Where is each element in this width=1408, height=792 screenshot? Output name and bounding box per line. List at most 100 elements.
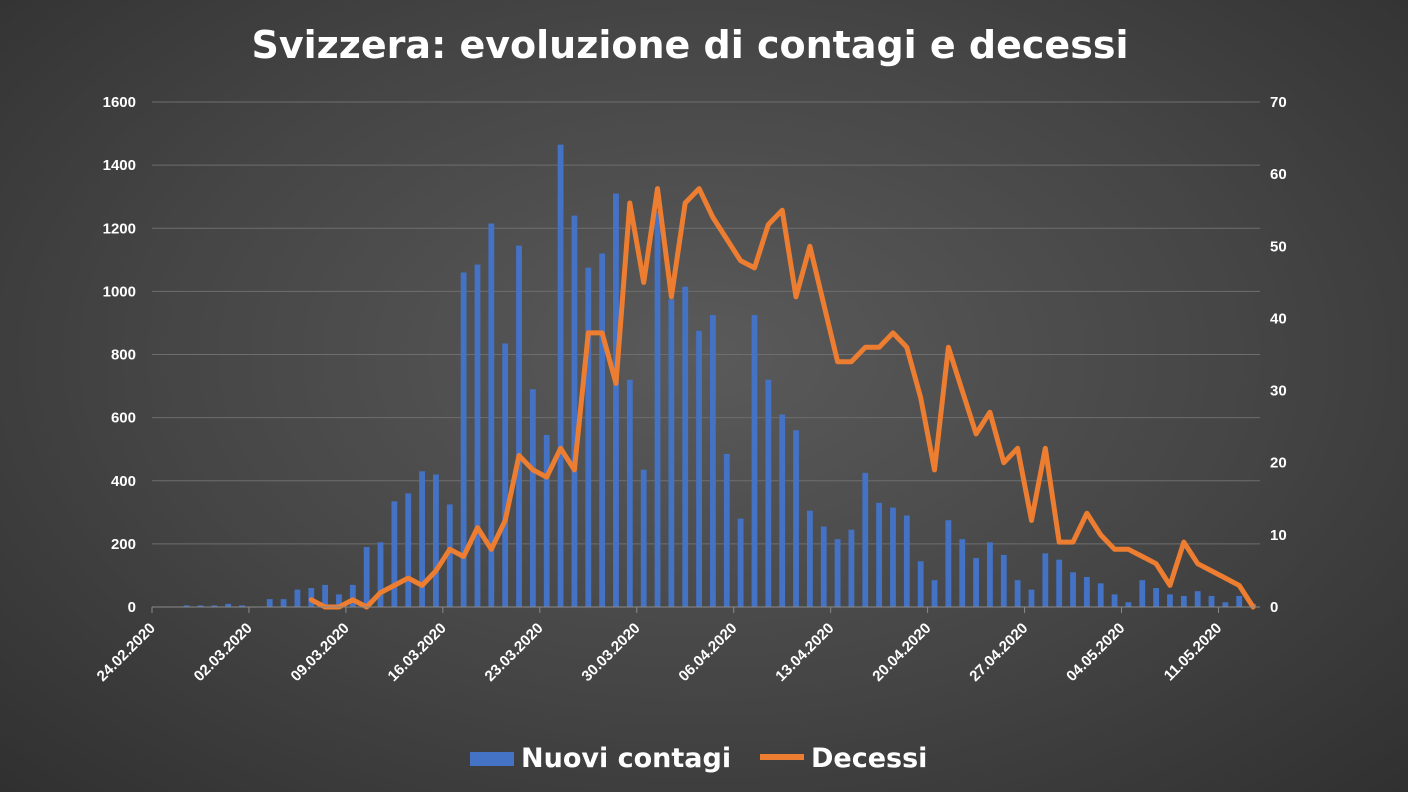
bar (197, 605, 204, 607)
bar (876, 502, 883, 607)
bar (1208, 595, 1215, 607)
legend-swatch-nuovi-contagi (470, 752, 514, 766)
bar (848, 529, 855, 607)
bar (419, 471, 425, 607)
bar (1083, 577, 1090, 607)
bar (751, 315, 758, 607)
bar (1014, 580, 1021, 607)
x-axis: 24.02.2020 02.03.2020 09.03.2020 16.03.2020… (94, 606, 1260, 685)
bar (1000, 554, 1007, 607)
y-right-tick-label: 20 (1270, 455, 1287, 472)
bar (585, 267, 592, 607)
bar (1097, 583, 1104, 607)
bar (1111, 594, 1118, 607)
bar (529, 389, 536, 607)
bar (862, 472, 869, 607)
bar (682, 286, 689, 607)
bar (474, 264, 481, 607)
bar (668, 299, 675, 607)
bar (363, 547, 370, 607)
bar-series-nuovi-contagi (183, 144, 1256, 607)
bar (903, 515, 910, 607)
bar (543, 434, 550, 607)
y-right-tick-label: 40 (1270, 310, 1287, 327)
bar (696, 330, 702, 607)
bar (1028, 589, 1035, 607)
bar (945, 520, 952, 607)
bar (349, 584, 356, 607)
bar (322, 584, 329, 607)
bar (516, 245, 522, 607)
bar (973, 558, 979, 607)
y-left-tick-label: 1600 (103, 94, 136, 111)
bar (710, 315, 716, 607)
bar (654, 210, 661, 607)
bar (433, 474, 439, 607)
bar (1194, 591, 1201, 607)
y-left-tick-label: 1200 (103, 220, 136, 237)
bar (765, 379, 772, 607)
bar (737, 518, 744, 607)
y-left-tick-label: 0 (128, 599, 136, 616)
bar (723, 453, 730, 607)
x-tick-label: 20.04.2020 (869, 620, 934, 685)
bar (502, 343, 509, 607)
bar (391, 501, 398, 607)
y-right-tick-label: 0 (1270, 599, 1278, 616)
y-left-tick-label: 600 (111, 410, 136, 427)
x-tick-label: 11.05.2020 (1161, 620, 1226, 685)
bar (557, 144, 564, 607)
bar (1236, 595, 1243, 607)
bar (613, 193, 619, 607)
bar (890, 507, 896, 607)
y-left-tick-label: 400 (111, 473, 136, 490)
bar (793, 430, 799, 607)
bar (1167, 594, 1173, 607)
bar (1056, 559, 1063, 607)
x-tick-label: 02.03.2020 (191, 620, 256, 685)
x-tick-label: 24.02.2020 (94, 620, 159, 685)
bar (377, 542, 384, 607)
bar (225, 603, 232, 607)
bar (959, 539, 966, 607)
bar (1153, 588, 1160, 607)
bar (987, 542, 993, 607)
bar (1042, 553, 1049, 607)
bar (1125, 602, 1132, 607)
y-right-tick-label: 70 (1270, 94, 1287, 111)
y-axis-right: 0 10 20 30 40 50 60 70 (1270, 94, 1287, 616)
y-right-tick-label: 30 (1270, 383, 1287, 400)
bar (1070, 572, 1076, 607)
bar (640, 469, 647, 607)
bar (626, 379, 633, 607)
bar (211, 605, 218, 607)
bar (599, 253, 606, 607)
y-right-tick-label: 10 (1270, 527, 1287, 544)
y-left-tick-label: 1400 (103, 157, 136, 174)
y-right-tick-label: 50 (1270, 238, 1287, 255)
bar (1139, 580, 1146, 607)
bar (239, 605, 245, 607)
x-tick-label: 09.03.2020 (288, 620, 353, 685)
bar (806, 510, 813, 607)
chart-title: Svizzera: evoluzione di contagi e decess… (252, 23, 1129, 67)
bar (834, 539, 841, 607)
legend: Nuovi contagi Decessi (470, 743, 927, 774)
bar (183, 605, 190, 607)
bar (336, 594, 342, 607)
bar (1222, 602, 1229, 607)
bar (1180, 595, 1187, 607)
y-left-tick-label: 800 (111, 347, 136, 364)
x-tick-label: 06.04.2020 (675, 620, 740, 685)
x-tick-label: 30.03.2020 (578, 620, 643, 685)
x-tick-label: 04.05.2020 (1063, 620, 1128, 685)
x-tick-label: 23.03.2020 (482, 620, 547, 685)
bar (571, 215, 578, 607)
bar (405, 493, 412, 607)
bar (266, 599, 273, 607)
bar (280, 599, 287, 607)
legend-label-decessi: Decessi (811, 743, 927, 774)
bar (446, 504, 453, 607)
legend-label-nuovi-contagi: Nuovi contagi (521, 743, 731, 774)
